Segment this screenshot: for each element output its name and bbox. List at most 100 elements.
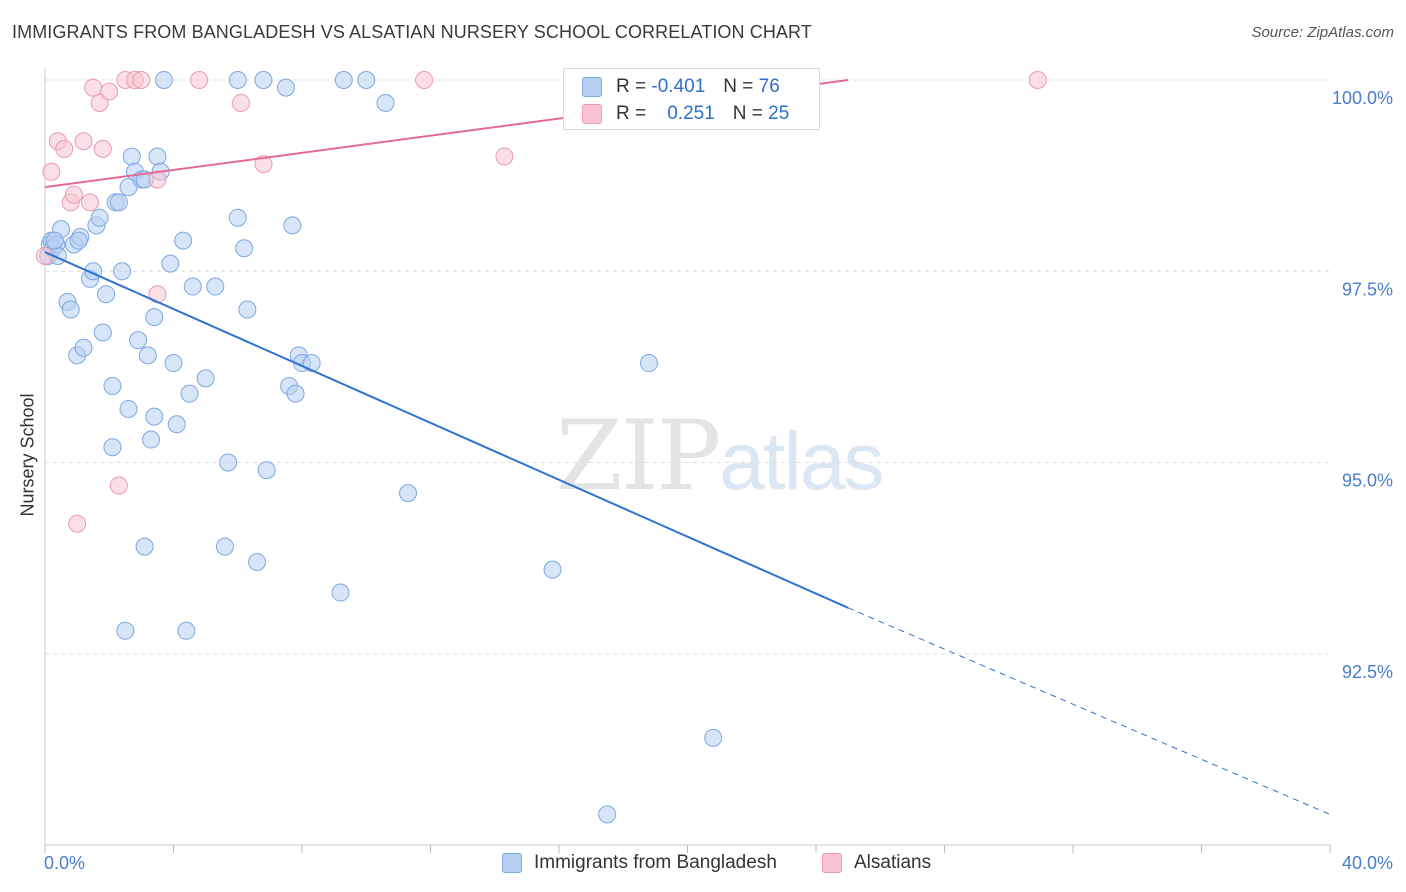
legend-label: Immigrants from Bangladesh	[534, 852, 777, 873]
data-point	[228, 208, 247, 227]
watermark-zip: ZIP	[556, 400, 721, 512]
trend-lines	[44, 79, 1331, 815]
data-point	[174, 231, 193, 250]
y-tick-label: 97.5%	[1342, 279, 1393, 299]
data-point	[334, 71, 353, 89]
data-point	[206, 277, 225, 296]
data-point	[42, 162, 61, 181]
data-point	[257, 461, 276, 480]
data-point	[276, 78, 295, 97]
data-point	[399, 484, 418, 503]
stats-row-alsatians: R = 0.251 N = 25	[582, 102, 789, 126]
data-point	[90, 93, 109, 112]
data-point	[142, 430, 161, 449]
data-point	[55, 139, 74, 158]
data-point	[145, 308, 164, 327]
pink-swatch	[582, 104, 602, 124]
data-point	[543, 560, 562, 579]
watermark: ZIPatlas	[556, 400, 884, 512]
data-point	[254, 71, 273, 89]
chart-title: IMMIGRANTS FROM BANGLADESH VS ALSATIAN N…	[12, 22, 812, 42]
stats-row-bangladesh: R = -0.401 N = 76	[582, 75, 780, 99]
r-value: -0.401	[651, 76, 706, 97]
series-bangladesh-points	[39, 71, 723, 824]
n-label: N =	[723, 76, 754, 97]
data-point	[100, 82, 119, 101]
data-point	[90, 208, 109, 227]
y-tick-label: 92.5%	[1342, 662, 1393, 682]
data-point	[639, 354, 658, 373]
data-point	[286, 384, 305, 403]
r-label: R =	[616, 103, 647, 124]
data-point	[138, 346, 157, 365]
grid-lines	[45, 79, 1330, 655]
axes	[44, 68, 1331, 853]
r-value: 0.251	[667, 103, 715, 124]
data-point	[80, 193, 99, 212]
data-point	[704, 728, 723, 747]
data-point	[357, 71, 376, 89]
legend-item-alsatians[interactable]: Alsatians	[822, 852, 931, 874]
data-point	[190, 71, 209, 89]
data-point	[61, 300, 80, 319]
data-point	[248, 552, 267, 571]
data-point	[145, 407, 164, 426]
data-point	[215, 537, 234, 556]
data-point	[64, 185, 83, 204]
data-point	[69, 231, 88, 250]
source-label: Source: ZipAtlas.com	[1251, 24, 1394, 41]
trend-line-bangladesh	[44, 251, 849, 609]
y-tick-label: 95.0%	[1342, 471, 1393, 491]
trend-line-bangladesh-extension	[847, 607, 1331, 815]
data-point	[1028, 71, 1047, 89]
data-point	[164, 354, 183, 373]
data-point	[119, 399, 138, 418]
legend: Immigrants from Bangladesh Alsatians	[0, 852, 1406, 878]
data-point	[231, 93, 250, 112]
data-point	[331, 583, 350, 602]
data-point	[109, 193, 128, 212]
data-point	[228, 71, 247, 89]
data-point	[148, 170, 167, 189]
y-tick-label: 100.0%	[1332, 88, 1393, 108]
data-point	[495, 147, 514, 166]
data-point	[116, 621, 135, 640]
x-tick-label: 0.0%	[44, 853, 85, 873]
data-point	[113, 262, 132, 281]
data-point	[161, 254, 180, 273]
data-point	[135, 537, 154, 556]
blue-swatch	[582, 77, 602, 97]
data-point	[129, 331, 148, 350]
legend-swatch-blue	[502, 853, 522, 873]
n-value: 25	[768, 103, 790, 124]
watermark-atlas: atlas	[719, 416, 884, 507]
data-point	[167, 415, 186, 434]
data-point	[84, 78, 103, 97]
data-point	[183, 277, 202, 296]
data-point	[180, 384, 199, 403]
data-point	[68, 514, 87, 533]
data-point	[109, 476, 128, 495]
data-point	[132, 71, 151, 89]
data-point	[45, 231, 64, 250]
legend-swatch-pink	[822, 853, 842, 873]
data-point	[177, 621, 196, 640]
data-point	[93, 323, 112, 342]
series-alsatians-points	[36, 71, 1047, 533]
data-point	[36, 246, 54, 265]
legend-item-bangladesh[interactable]: Immigrants from Bangladesh	[502, 852, 777, 874]
data-point	[122, 147, 141, 166]
tick-labels: 92.5% 95.0% 97.5% 100.0% 0.0% 40.0%	[44, 88, 1393, 873]
data-point	[254, 155, 273, 174]
data-point	[103, 438, 122, 457]
x-tick-label: 40.0%	[1342, 853, 1393, 873]
data-point	[219, 453, 238, 472]
data-point	[376, 93, 395, 112]
data-point	[598, 805, 617, 824]
data-point	[235, 239, 254, 258]
data-point	[148, 147, 167, 166]
n-value: 76	[758, 76, 780, 97]
data-point	[103, 377, 122, 395]
data-point	[238, 300, 257, 319]
